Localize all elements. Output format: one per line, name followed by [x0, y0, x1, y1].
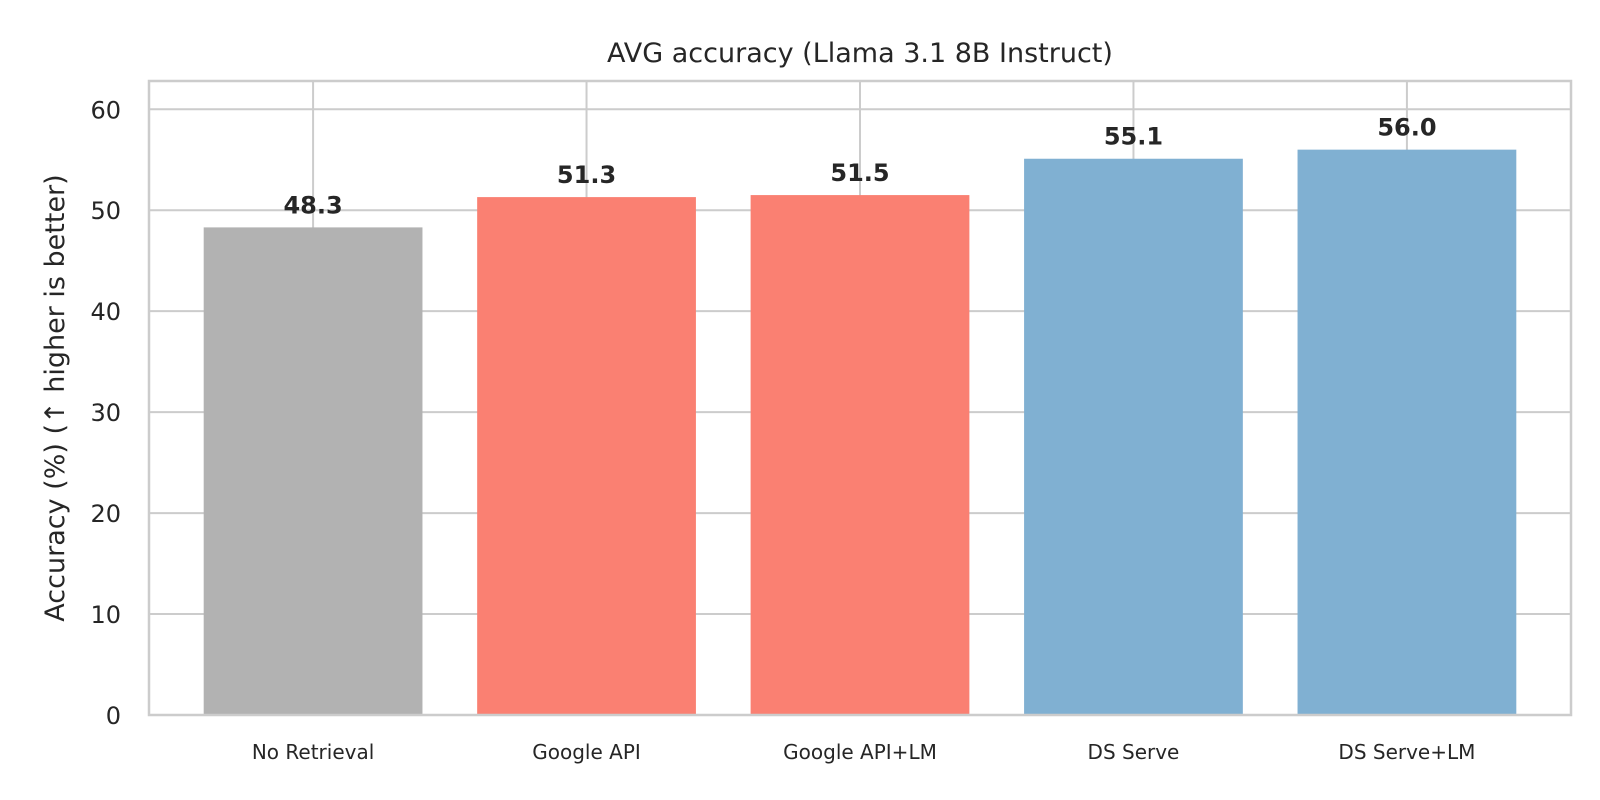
- bar-ds-serve: [1024, 158, 1243, 716]
- y-axis-label: Accuracy (%) (↑ higher is better): [40, 174, 71, 621]
- y-tick-label: 30: [90, 399, 121, 427]
- y-tick-label: 60: [90, 96, 121, 124]
- bar-value-label: 56.0: [1377, 114, 1436, 142]
- y-tick-label: 50: [90, 197, 121, 225]
- y-tick-label: 10: [90, 601, 121, 629]
- bar-google-api-lm: [750, 195, 970, 716]
- y-tick-label: 0: [106, 702, 121, 730]
- plot-frame: [147, 79, 1573, 717]
- value-labels: 48.3 51.3 51.5 55.1 56.0: [283, 114, 1436, 220]
- x-tick-label: Google API+LM: [783, 740, 937, 764]
- bar-value-label: 48.3: [283, 191, 342, 219]
- bar-no-retrieval: [203, 227, 423, 715]
- y-tick-label: 40: [90, 298, 121, 326]
- bar-google-api: [477, 197, 696, 715]
- chart-title: AVG accuracy (Llama 3.1 8B Instruct): [607, 38, 1113, 69]
- x-tick-label: Google API: [532, 740, 641, 764]
- bars: [203, 149, 1517, 716]
- x-tick-label: DS Serve: [1088, 740, 1180, 764]
- bar-ds-serve-lm: [1297, 149, 1517, 716]
- bar-value-label: 51.5: [830, 159, 889, 187]
- bar-value-label: 55.1: [1104, 123, 1163, 151]
- x-tick-label: DS Serve+LM: [1338, 740, 1475, 764]
- y-axis-ticks: 0 10 20 30 40 50 60: [90, 96, 121, 730]
- y-tick-label: 20: [90, 500, 121, 528]
- bar-value-label: 51.3: [557, 161, 616, 189]
- x-axis-ticks: No Retrieval Google API Google API+LM DS Se…: [252, 740, 1476, 764]
- x-tick-label: No Retrieval: [252, 740, 374, 764]
